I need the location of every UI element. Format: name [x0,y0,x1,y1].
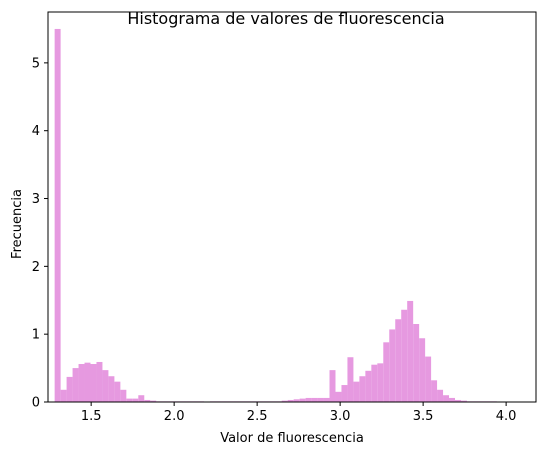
histogram-bar [66,376,73,402]
histogram-bar [419,338,426,402]
histogram-bar [126,398,133,402]
histogram-bar [114,381,121,402]
histogram-bar [413,324,420,402]
x-tick-label: 3.5 [413,409,434,424]
histogram-bar [431,380,438,402]
histogram-bar [323,397,330,402]
histogram-bar [120,389,127,402]
histogram-bar [460,400,467,402]
histogram-bar [377,363,384,402]
y-tick-label: 0 [32,396,40,411]
x-axis-label: Valor de fluorescencia [220,431,364,446]
histogram-bar [132,398,139,402]
y-tick-label: 2 [32,260,40,275]
x-tick-label: 4.0 [496,409,517,424]
histogram-bar [54,28,61,403]
histogram-bar [96,361,103,402]
y-tick-label: 4 [32,124,40,139]
x-tick-label: 1.5 [81,409,102,424]
histogram-bar [72,368,79,402]
histogram-bar [144,399,151,402]
histogram-bar [90,364,97,402]
histogram-bar [395,319,402,402]
y-tick-label: 1 [32,328,40,343]
histogram-bar [138,395,145,402]
x-ticks: 1.5 2.0 2.5 3.0 3.5 4.0 [81,402,517,424]
y-ticks: 0 1 2 3 4 5 [32,56,48,411]
histogram-bar [293,399,300,402]
histogram-bar [108,376,115,402]
histogram-bar [311,397,318,402]
histogram-bar [60,389,67,402]
histogram-bar [443,395,450,402]
histogram-bar [102,370,109,402]
histogram-bar [437,389,444,402]
histogram-bar [365,370,372,402]
histogram-bar [150,400,157,402]
histogram-bar [347,357,354,402]
histogram-bar [281,400,288,402]
x-tick-label: 3.0 [330,409,351,424]
y-tick-label: 3 [32,192,40,207]
histogram-bar [299,398,306,402]
histogram-bar [449,397,455,402]
y-axis-label: Frecuencia [10,189,25,259]
bars-group [54,28,497,403]
chart-title: Histograma de valores de fluorescencia [127,9,444,28]
histogram-bar [287,399,294,402]
histogram-bar [425,356,432,402]
histogram-bar [383,342,390,402]
histogram-bar [335,391,342,402]
histogram-bar [401,309,408,402]
histogram-bar [407,300,414,402]
histogram-bar [389,329,396,402]
x-tick-label: 2.5 [247,409,268,424]
histogram-bar [305,397,312,402]
histogram-bar [317,397,324,402]
histogram-bar [341,385,348,402]
histogram-bar [329,370,336,402]
histogram-bar [371,364,378,402]
histogram-bar [84,362,91,402]
x-tick-label: 2.0 [164,409,185,424]
histogram-bar [359,376,366,402]
y-tick-label: 5 [32,56,40,71]
histogram-bar [78,364,85,402]
histogram-bar [454,399,461,402]
histogram-bar [353,381,360,402]
plot-frame [47,11,537,403]
